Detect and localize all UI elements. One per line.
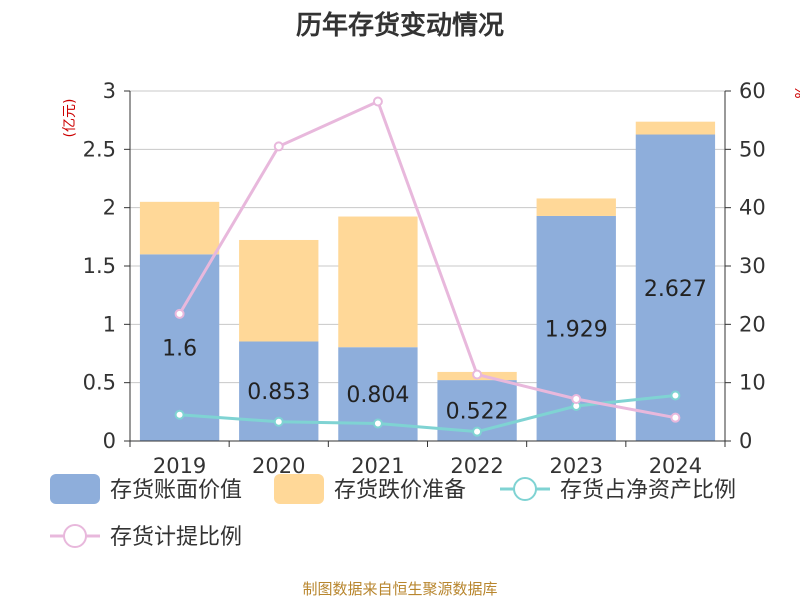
line-point bbox=[273, 416, 284, 427]
series-line bbox=[179, 394, 676, 434]
bar-value-label: 0.853 bbox=[247, 380, 310, 405]
legend-marker bbox=[513, 477, 537, 501]
line-point bbox=[571, 394, 582, 404]
source-note: 制图数据来自恒生聚源数据库 bbox=[302, 580, 497, 598]
right-tick-label: 60 bbox=[739, 79, 766, 103]
x-tick-label: 2021 bbox=[351, 454, 404, 478]
legend-label: 存货跌价准备 bbox=[334, 478, 466, 503]
line-point bbox=[670, 390, 681, 401]
left-tick-label: 0.5 bbox=[83, 371, 116, 395]
legend-label: 存货计提比例 bbox=[110, 525, 242, 550]
bar-value-label: 0.522 bbox=[446, 400, 509, 425]
bar bbox=[635, 121, 716, 135]
legend-swatch bbox=[274, 474, 324, 504]
left-tick-label: 3 bbox=[103, 79, 116, 103]
line-point bbox=[273, 141, 284, 152]
line-point bbox=[174, 409, 185, 420]
x-tick-label: 2024 bbox=[649, 454, 702, 478]
left-tick-label: 1.5 bbox=[83, 254, 116, 278]
line-point bbox=[174, 308, 185, 319]
data-labels: 1.6 0.853 0.804 0.522 1.929 2.627 bbox=[162, 277, 707, 425]
line-point bbox=[372, 418, 383, 429]
legend-swatch bbox=[50, 474, 100, 504]
bar-value-label: 2.627 bbox=[644, 277, 707, 302]
legend-label: 存货占净资产比例 bbox=[560, 478, 736, 503]
bar-value-label: 0.804 bbox=[346, 383, 409, 408]
x-tick-label: 2022 bbox=[450, 454, 503, 478]
line-point bbox=[372, 96, 383, 107]
chart-title: 历年存货变动情况 bbox=[296, 10, 504, 41]
x-tick-label: 2023 bbox=[550, 454, 603, 478]
right-tick-label: 20 bbox=[739, 312, 766, 336]
right-tick-label: 30 bbox=[739, 254, 766, 278]
bar bbox=[139, 201, 220, 255]
right-tick-label: 0 bbox=[739, 429, 752, 453]
line-series bbox=[174, 96, 681, 437]
bar-series bbox=[139, 121, 716, 441]
line-point bbox=[472, 426, 483, 437]
left-tick-label: 2.5 bbox=[83, 137, 116, 161]
legend-marker bbox=[63, 524, 87, 548]
series-line bbox=[178, 99, 676, 420]
right-tick-label: 40 bbox=[739, 196, 766, 220]
right-axis-unit: % bbox=[791, 85, 800, 98]
right-tick-label: 50 bbox=[739, 137, 766, 161]
bar bbox=[536, 198, 616, 216]
left-tick-label: 2 bbox=[103, 196, 116, 220]
bar bbox=[338, 216, 418, 348]
line-point bbox=[472, 369, 483, 380]
right-tick-label: 10 bbox=[739, 371, 766, 395]
bar-value-label: 1.929 bbox=[545, 317, 608, 342]
bar-value-label: 1.6 bbox=[162, 337, 197, 362]
left-tick-label: 1 bbox=[103, 312, 116, 336]
x-tick-label: 2019 bbox=[153, 454, 206, 478]
gridlines bbox=[130, 90, 725, 442]
legend-label: 存货账面价值 bbox=[110, 478, 242, 503]
left-axis-unit: (亿元) bbox=[62, 99, 78, 138]
left-tick-label: 0 bbox=[103, 429, 116, 453]
bar bbox=[239, 239, 319, 342]
bar bbox=[635, 134, 716, 441]
line-point bbox=[670, 412, 681, 423]
